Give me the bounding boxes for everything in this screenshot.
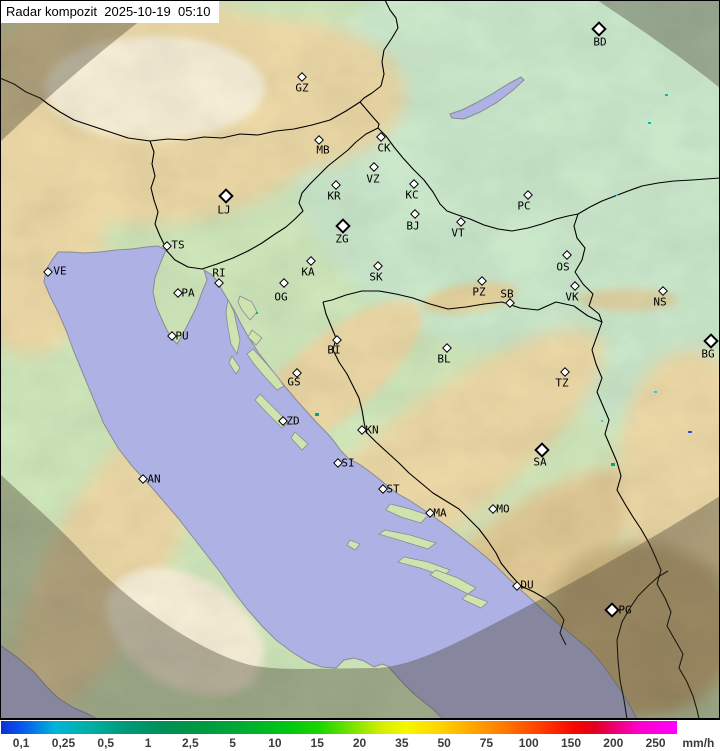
country-borders <box>0 0 720 719</box>
radar-map: GZ BD MB CK VZ KR KC LJ ZG BJ VT PC TS VE RI KA SK OS PA OG… <box>0 0 720 719</box>
echo-pixel <box>616 194 618 196</box>
legend-value: 150 <box>560 735 582 750</box>
lake-balaton <box>449 76 525 120</box>
legend-value: 50 <box>437 735 451 750</box>
map-terrain-svg <box>0 0 720 719</box>
legend-value: 5 <box>229 735 236 750</box>
tyrrhenian-sea <box>0 644 99 719</box>
coverage-shadow <box>0 0 720 719</box>
legend-value: 35 <box>395 735 409 750</box>
legend-value: 10 <box>268 735 282 750</box>
legend-value: 1 <box>144 735 152 750</box>
echo-pixel <box>611 463 615 466</box>
echo-pixel <box>688 431 692 433</box>
legend-value: 0,25 <box>51 735 76 750</box>
echo-pixel <box>256 312 258 314</box>
legend-value: 0,1 <box>12 735 30 750</box>
legend-color-bar <box>1 721 677 734</box>
legend-value: 15 <box>310 735 324 750</box>
legend-value: 200 <box>603 735 624 750</box>
legend-unit: mm/h <box>682 735 715 750</box>
legend-value: 2,5 <box>181 735 199 750</box>
legend-value: 250 <box>645 735 666 750</box>
map-title: Radar kompozit 2025-10-19 05:10 <box>1 1 219 23</box>
legend-scale-labels: 0,1 0,25 0,5 1 2,5 5 10 15 20 35 50 75 100 150 200 250 m… <box>0 734 720 751</box>
legend-value: 100 <box>518 735 539 750</box>
echo-pixel <box>315 413 319 416</box>
echo-pixel <box>601 420 603 422</box>
precipitation-echoes <box>256 94 692 466</box>
legend-value: 75 <box>479 735 494 750</box>
echo-pixel <box>665 94 668 96</box>
legend-value: 0,5 <box>97 735 115 750</box>
echo-pixel <box>654 391 657 393</box>
legend-value: 20 <box>352 735 367 750</box>
echo-pixel <box>648 122 651 124</box>
precipitation-legend: 0,1 0,25 0,5 1 2,5 5 10 15 20 35 50 75 100 150 200 250 m… <box>0 719 720 751</box>
